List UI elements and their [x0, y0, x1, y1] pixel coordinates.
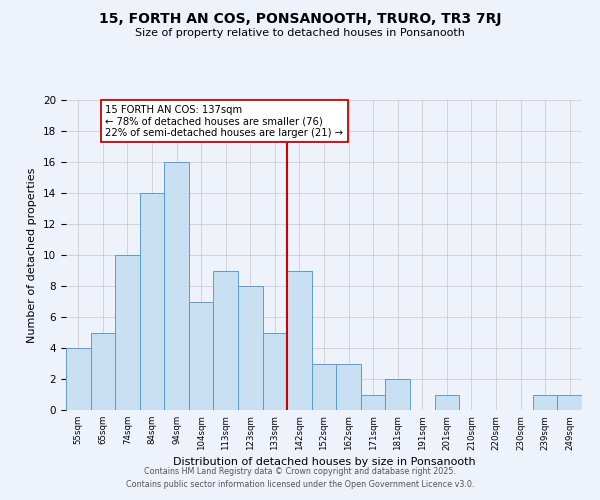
Bar [115, 255, 140, 410]
Text: 15 FORTH AN COS: 137sqm
← 78% of detached houses are smaller (76)
22% of semi-de: 15 FORTH AN COS: 137sqm ← 78% of detache… [106, 104, 343, 138]
Bar [164, 162, 189, 410]
Bar [312, 364, 336, 410]
Bar [361, 394, 385, 410]
Bar [140, 193, 164, 410]
Bar [557, 394, 582, 410]
Bar [66, 348, 91, 410]
Bar [189, 302, 214, 410]
Bar [238, 286, 263, 410]
Bar [214, 270, 238, 410]
Bar [385, 379, 410, 410]
Text: Contains public sector information licensed under the Open Government Licence v3: Contains public sector information licen… [126, 480, 474, 489]
Bar [263, 332, 287, 410]
Bar [287, 270, 312, 410]
Text: Contains HM Land Registry data © Crown copyright and database right 2025.: Contains HM Land Registry data © Crown c… [144, 467, 456, 476]
Bar [434, 394, 459, 410]
Bar [533, 394, 557, 410]
X-axis label: Distribution of detached houses by size in Ponsanooth: Distribution of detached houses by size … [173, 456, 475, 466]
Text: 15, FORTH AN COS, PONSANOOTH, TRURO, TR3 7RJ: 15, FORTH AN COS, PONSANOOTH, TRURO, TR3… [99, 12, 501, 26]
Bar [336, 364, 361, 410]
Bar [91, 332, 115, 410]
Y-axis label: Number of detached properties: Number of detached properties [28, 168, 37, 342]
Text: Size of property relative to detached houses in Ponsanooth: Size of property relative to detached ho… [135, 28, 465, 38]
